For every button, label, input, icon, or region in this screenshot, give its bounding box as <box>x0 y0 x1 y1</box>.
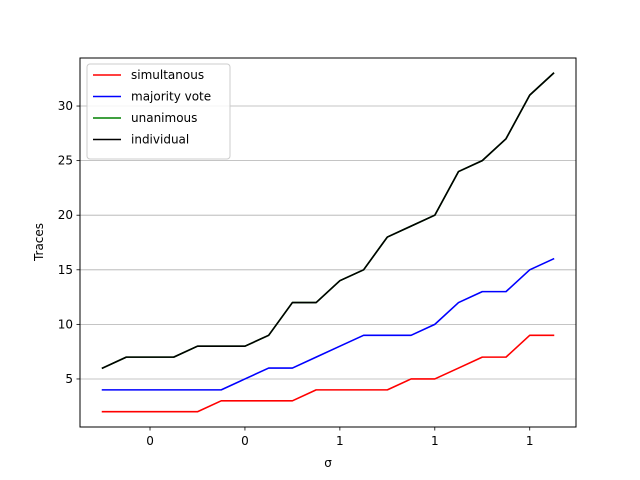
series-line-0 <box>101 334 555 413</box>
series-line-1 <box>101 257 555 391</box>
x-axis-label: σ <box>324 456 332 470</box>
y-tick-label: 5 <box>65 372 73 386</box>
legend-entry: simultanous <box>131 68 204 82</box>
y-tick-label: 15 <box>58 263 73 277</box>
x-axis-ticks: 0 0 1 1 1 <box>146 427 534 448</box>
series-line-3 <box>101 72 555 370</box>
x-tick-label: 0 <box>241 434 249 448</box>
x-tick-label: 1 <box>431 434 439 448</box>
x-tick-label: 0 <box>146 434 154 448</box>
x-tick-label: 1 <box>336 434 344 448</box>
y-axis-label: Traces <box>32 223 46 262</box>
series-lines <box>101 72 555 413</box>
y-tick-label: 20 <box>58 208 73 222</box>
legend: simultanous majority vote unanimous individ… <box>86 63 231 160</box>
legend-box <box>86 63 231 160</box>
plot-area-frame <box>79 57 577 428</box>
y-tick-label: 25 <box>58 154 73 168</box>
y-axis-ticks: 5 10 15 20 25 30 <box>58 99 80 386</box>
y-tick-label: 30 <box>58 99 73 113</box>
legend-entry: unanimous <box>131 111 197 125</box>
y-tick-label: 10 <box>58 317 73 331</box>
legend-entry: majority vote <box>131 90 211 104</box>
x-tick-label: 1 <box>526 434 534 448</box>
legend-entry: individual <box>131 133 189 147</box>
